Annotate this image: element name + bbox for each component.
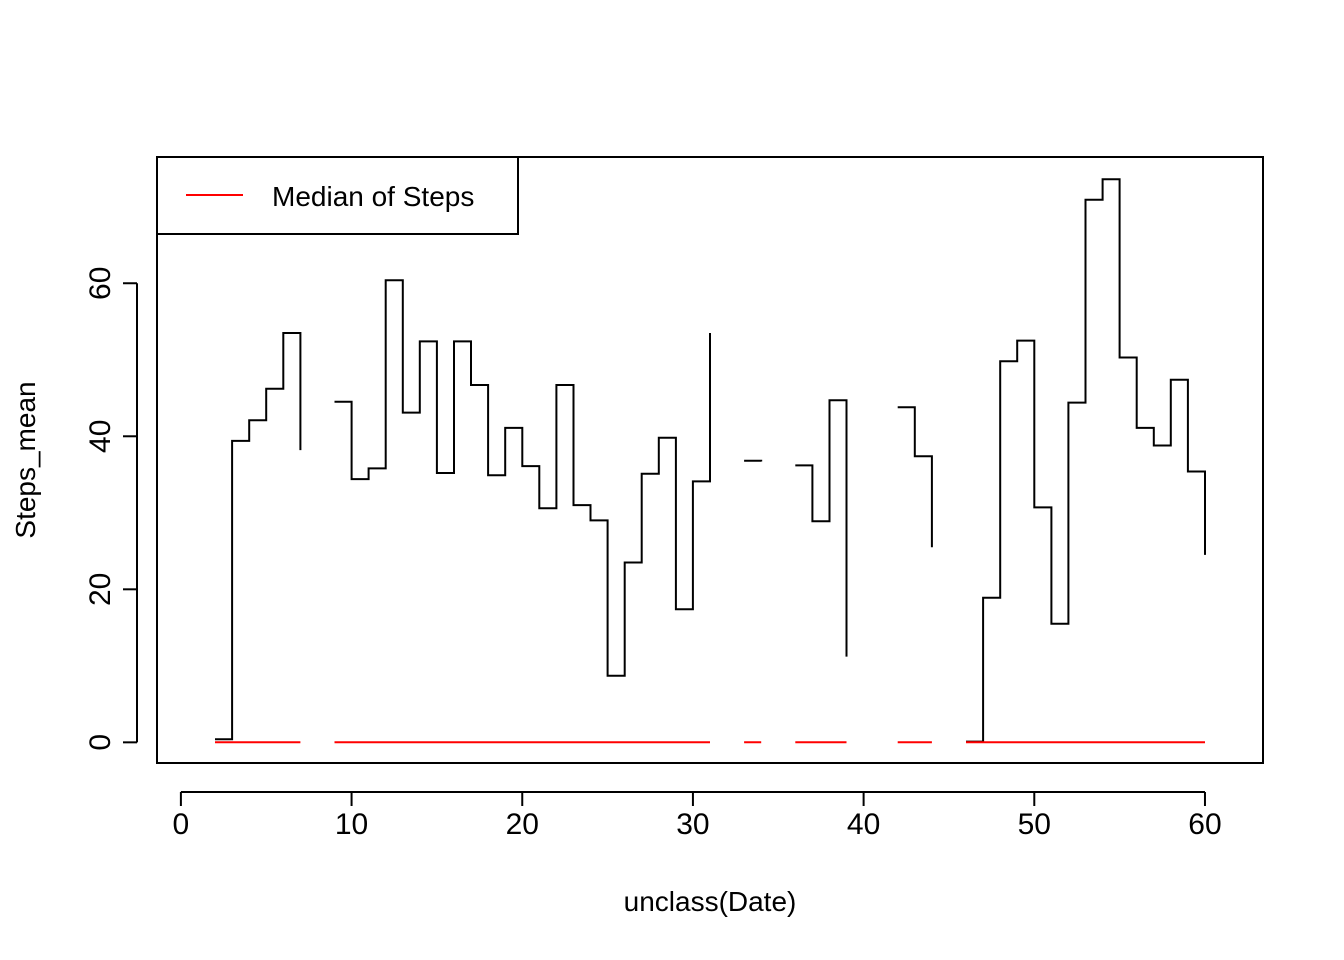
legend: Median of Steps	[156, 156, 519, 235]
y-axis-title: Steps_mean	[10, 381, 41, 538]
y-tick-label: 20	[84, 573, 117, 606]
series-layer	[215, 178, 1206, 744]
mean-step-line	[795, 399, 848, 657]
x-tick-label: 50	[1018, 808, 1051, 841]
mean-step-line	[744, 459, 763, 462]
x-tick-label: 30	[676, 808, 709, 841]
y-tick-label: 60	[84, 267, 117, 300]
y-tick-label: 0	[84, 734, 117, 751]
x-tick-label: 10	[335, 808, 368, 841]
mean-step-line	[334, 279, 711, 677]
x-tick-label: 20	[506, 808, 539, 841]
y-axis: 0 20 40 60	[84, 267, 138, 751]
x-axis-title: unclass(Date)	[624, 886, 797, 917]
y-tick-label: 40	[84, 420, 117, 453]
x-tick-label: 40	[847, 808, 880, 841]
x-tick-label: 60	[1188, 808, 1221, 841]
legend-label: Median of Steps	[272, 181, 474, 212]
x-tick-label: 0	[173, 808, 190, 841]
x-axis: 0 10 20 30 40 50 60	[173, 791, 1222, 841]
mean-step-line	[215, 332, 302, 741]
plot-frame	[156, 156, 1264, 764]
mean-step-line	[966, 178, 1206, 743]
mean-step-line	[897, 406, 933, 548]
